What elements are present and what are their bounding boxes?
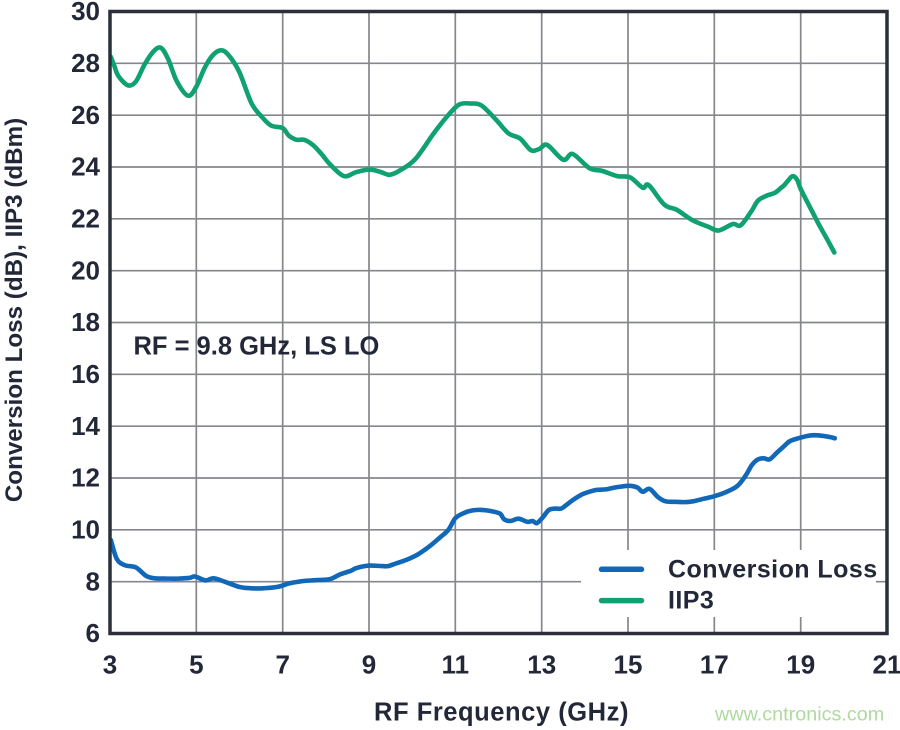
svg-text:16: 16	[71, 359, 100, 389]
svg-text:15: 15	[614, 650, 643, 680]
svg-text:19: 19	[786, 650, 815, 680]
svg-text:17: 17	[700, 650, 729, 680]
svg-text:7: 7	[275, 650, 289, 680]
svg-text:28: 28	[71, 48, 100, 78]
svg-text:RF Frequency (GHz): RF Frequency (GHz)	[374, 699, 629, 727]
svg-text:12: 12	[71, 463, 100, 493]
svg-text:Conversion Loss (dB), IIP3 (dB: Conversion Loss (dB), IIP3 (dBm)	[1, 118, 28, 502]
svg-text:5: 5	[189, 650, 203, 680]
svg-text:Conversion Loss: Conversion Loss	[668, 556, 878, 584]
svg-text:20: 20	[71, 255, 100, 285]
svg-text:6: 6	[86, 618, 100, 648]
svg-text:26: 26	[71, 100, 100, 130]
svg-text:21: 21	[873, 650, 900, 680]
svg-text:RF = 9.8 GHz, LS LO: RF = 9.8 GHz, LS LO	[134, 333, 380, 361]
svg-text:22: 22	[71, 204, 100, 234]
svg-text:8: 8	[86, 566, 100, 596]
svg-text:10: 10	[71, 515, 100, 545]
svg-text:18: 18	[71, 307, 100, 337]
svg-text:9: 9	[362, 650, 376, 680]
svg-text:11: 11	[442, 650, 470, 680]
svg-text:24: 24	[71, 152, 100, 182]
svg-text:IIP3: IIP3	[668, 587, 714, 615]
svg-text:3: 3	[103, 650, 117, 680]
svg-text:www.cntronics.com: www.cntronics.com	[714, 704, 884, 726]
svg-text:13: 13	[527, 650, 556, 680]
svg-text:30: 30	[71, 0, 100, 26]
svg-text:14: 14	[71, 411, 100, 441]
